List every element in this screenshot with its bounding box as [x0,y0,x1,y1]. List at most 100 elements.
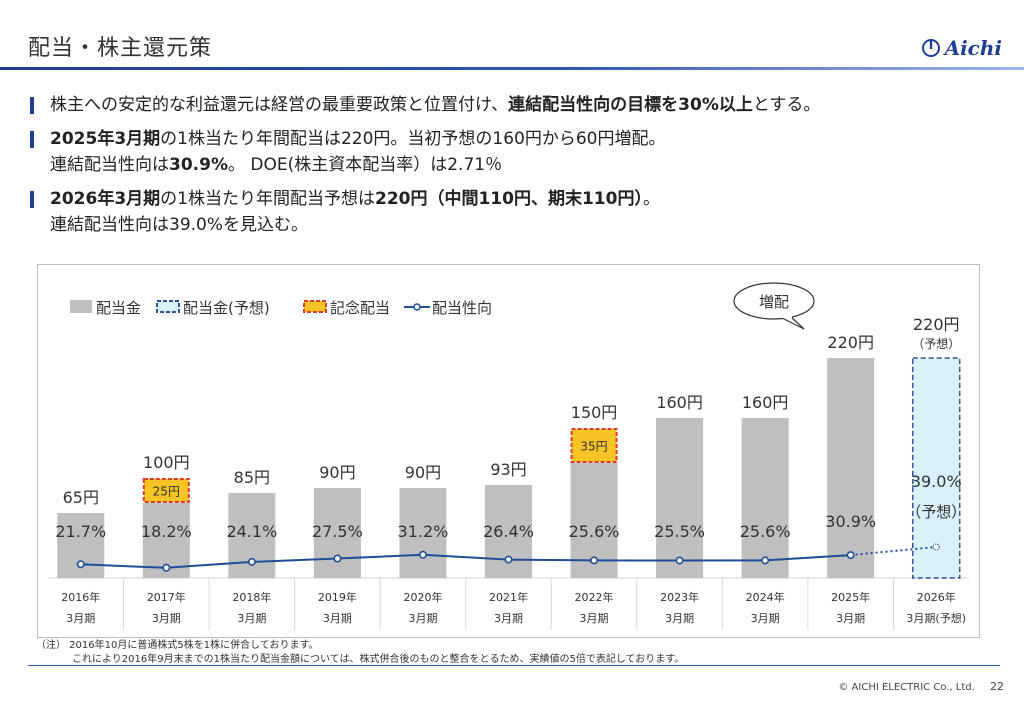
footnote-line-1: （注） 2016年10月に普通株式5株を1株に併合しております。 [36,640,319,651]
bullet-line: 株主への安定的な利益還元は経営の最重要政策と位置付け、連結配当性向の目標を30%… [50,92,1008,118]
category-label: 3月期 [408,612,437,625]
category-label: 3月期 [751,612,780,625]
legend-label: 配当性向 [432,299,492,317]
payout-line-forecast [850,546,937,557]
footnote-line-2: これにより2016年9月末までの1株当たり配当金額については、株式併合後のものと… [72,654,685,665]
category-label: 3月期 [580,612,609,625]
payout-point [162,563,171,572]
payout-label: 25.6% [569,522,620,541]
legend-marker-payout [413,303,421,311]
copyright: © AICHI ELECTRIC Co., Ltd. [838,682,975,693]
category-label: 3月期 [66,612,95,625]
dividend-label: 160円 [656,393,703,412]
category-label: 2021年 [489,590,528,604]
bullet-text: 連結配当性向は [50,155,169,175]
payout-sublabel: （予想） [906,503,966,521]
footer-divider [28,665,1000,666]
category-label: 2020年 [403,590,442,604]
dividend-label: 65円 [63,488,99,507]
payout-label: 21.7% [55,522,106,541]
title-divider [0,67,1024,70]
category-label: 3月期 [494,612,523,625]
category-label: 2026年 [917,590,956,604]
category-label: 3月期 [323,612,352,625]
page-footer: © AICHI ELECTRIC Co., Ltd. 22 [838,680,1004,693]
forecast-bar [911,357,961,579]
page-number: 22 [990,680,1004,693]
logo-text: Aichi [944,36,1002,60]
category-label: 3月期(予想) [906,611,966,625]
bullet-line: 2025年3月期の1株当たり年間配当は220円。当初予想の160円から60円増配… [50,126,1008,152]
power-icon [921,39,940,57]
dividend-label: 100円 [143,453,190,472]
dividend-label: 90円 [319,463,355,482]
payout-line [80,553,851,569]
dividend-label: 220円 [827,333,874,352]
category-label: 3月期 [237,612,266,625]
payout-label: 18.2% [141,522,192,541]
bullet-emphasis: 30.9% [169,155,228,175]
payout-point [675,556,684,565]
legend-swatch-dividend [70,300,92,313]
legend-label: 配当金 [96,299,141,317]
dividend-label: 93円 [490,460,526,479]
payout-label: 39.0% [911,472,962,491]
dividend-bar [656,418,704,578]
category-label: 2023年 [660,590,699,604]
category-label: 3月期 [665,612,694,625]
category-label: 2024年 [746,590,785,604]
bullet-text: の1株当たり年間配当は220円。当初予想の160円から60円増配。 [160,129,666,149]
bullet-text: 連結配当性向は39.0%を見込む。 [50,215,309,235]
commemorative-bar [142,478,190,503]
payout-point [76,560,85,569]
bullet-emphasis: 連結配当性向の目標を30%以上 [508,95,753,115]
dividend-label: 160円 [742,393,789,412]
commemorative-bar [570,428,618,463]
payout-point [761,556,770,565]
dividend-label: 90円 [405,463,441,482]
payout-label: 26.4% [483,522,534,541]
callout-label: 増配 [759,293,789,311]
bullet-item: 2025年3月期の1株当たり年間配当は220円。当初予想の160円から60円増配… [28,126,1008,178]
page-title: 配当・株主還元策 [28,36,213,61]
category-label: 2018年 [232,590,271,604]
legend-label: 記念配当 [330,299,390,317]
commemorative-label: 35円 [580,440,607,454]
payout-label: 24.1% [226,522,277,541]
payout-point [932,543,940,551]
payout-label: 25.5% [654,522,705,541]
chart-svg: 配当金 配当金(予想) 記念配当 配当性向 65円 25円 100円 85円 90円 90円 93円… [48,282,969,630]
payout-point [590,556,599,565]
category-label: 3月期 [152,612,181,625]
bullet-text: 。 DOE(株主資本配当率）は2.71％ [227,155,503,175]
category-label: 2017年 [147,590,186,604]
bullet-line: 連結配当性向は39.0%を見込む。 [50,212,1008,238]
category-label: 2025年 [831,590,870,604]
category-label: 2022年 [575,590,614,604]
bullet-text: の1株当たり年間配当予想は [160,189,375,209]
payout-label: 31.2% [398,522,449,541]
bullet-emphasis: 220円（中間110円、期末110円） [374,189,643,209]
dividend-label: 220円 [913,315,960,334]
payout-label: 25.6% [740,522,791,541]
category-label: 2019年 [318,590,357,604]
bullet-text: 。 [642,189,660,209]
legend-swatch-commemorative [303,300,327,313]
bullet-emphasis: 2025年3月期 [50,129,161,149]
bullet-text: とする。 [752,95,821,115]
bullet-item: 株主への安定的な利益還元は経営の最重要政策と位置付け、連結配当性向の目標を30%… [28,92,1008,118]
callout-tail [781,315,805,330]
category-label: 3月期 [836,612,865,625]
bullet-list: 株主への安定的な利益還元は経営の最重要政策と位置付け、連結配当性向の目標を30%… [28,92,1008,246]
payout-label: 27.5% [312,522,363,541]
company-logo: Aichi [921,36,1002,60]
dividend-bar [827,358,875,578]
bullet-line: 連結配当性向は30.9%。 DOE(株主資本配当率）は2.71％ [50,152,1008,178]
dividend-label: 85円 [234,468,270,487]
dividend-label: 150円 [571,403,618,422]
bullet-line: 2026年3月期の1株当たり年間配当予想は220円（中間110円、期末110円）… [50,186,1008,212]
legend-swatch-forecast [156,300,180,313]
dividend-bar [741,418,789,578]
payout-point [846,551,855,560]
bullet-item: 2026年3月期の1株当たり年間配当予想は220円（中間110円、期末110円）… [28,186,1008,238]
